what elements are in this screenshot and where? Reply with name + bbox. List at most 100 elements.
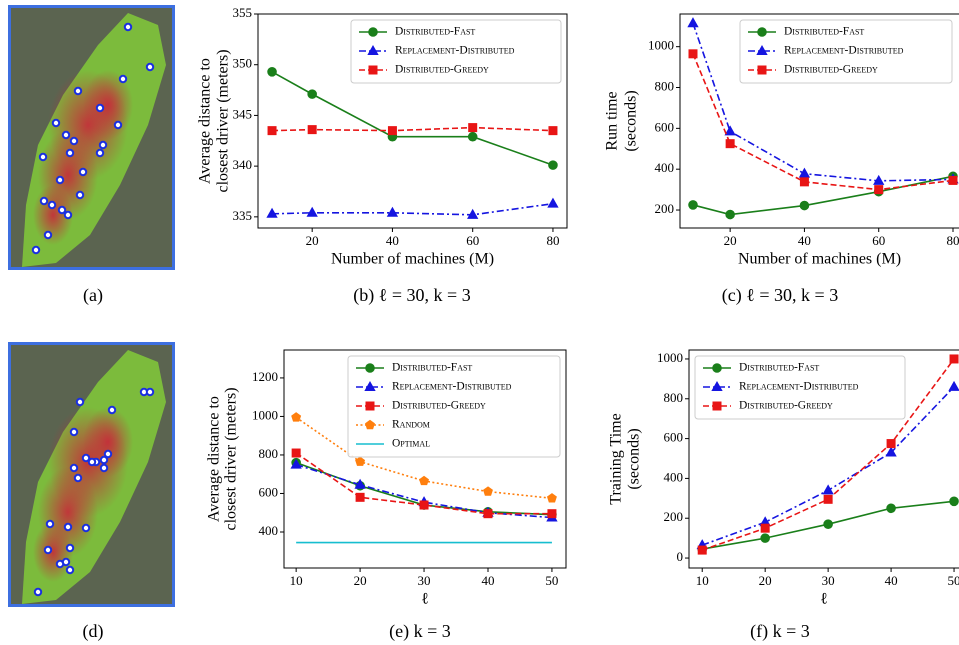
x-axis-label: ℓ	[421, 591, 429, 608]
legend-label: Replacement-Distributed	[395, 45, 515, 57]
map-point	[101, 465, 107, 471]
y-tick-label: 400	[259, 523, 279, 538]
map-point	[71, 138, 77, 144]
series-line	[693, 176, 953, 214]
legend-label: Distributed-Greedy	[739, 400, 833, 412]
map-point	[57, 561, 63, 567]
map-point	[35, 589, 41, 595]
figure: (a) (d) 33534034535035520406080Number of…	[0, 0, 959, 645]
map-point	[109, 407, 115, 413]
map-point	[97, 150, 103, 156]
marker	[484, 487, 493, 495]
x-tick-label: 60	[466, 233, 479, 248]
marker	[887, 504, 896, 513]
marker	[875, 186, 883, 194]
y-tick-label: 1200	[252, 369, 278, 384]
legend-marker	[758, 28, 767, 37]
marker	[308, 90, 317, 99]
y-tick-label: 400	[664, 469, 684, 484]
y-axis-label: Average distance to	[206, 396, 223, 522]
marker	[823, 485, 833, 494]
y-axis-label: Run time	[604, 91, 621, 150]
y-axis-label: Average distance to	[197, 58, 214, 184]
marker	[549, 161, 558, 170]
x-tick-label: 50	[545, 573, 558, 588]
x-tick-label: 10	[696, 573, 709, 588]
marker	[800, 178, 808, 186]
map-point	[147, 64, 153, 70]
legend-label: Random	[392, 419, 430, 431]
y-tick-label: 340	[233, 157, 253, 172]
caption: (d)	[83, 621, 104, 642]
legend-marker	[713, 402, 721, 410]
map-point	[75, 88, 81, 94]
y-tick-label: 800	[664, 390, 684, 405]
map-point	[40, 154, 46, 160]
map-hotspot	[83, 407, 133, 477]
y-tick-label: 1000	[657, 350, 683, 365]
y-tick-label: 355	[233, 5, 253, 20]
caption: (e) k = 3	[389, 621, 451, 642]
marker	[548, 494, 557, 502]
x-tick-label: 20	[354, 573, 367, 588]
map-point	[67, 545, 73, 551]
marker	[549, 127, 557, 135]
map-point	[47, 521, 53, 527]
marker	[548, 510, 556, 518]
marker	[887, 440, 895, 448]
chart: 33534034535035520406080Number of machine…	[197, 5, 567, 306]
y-tick-label: 400	[655, 160, 675, 175]
legend-marker	[366, 402, 374, 410]
map-point	[115, 122, 121, 128]
map-point	[67, 150, 73, 156]
marker	[356, 493, 364, 501]
legend-label: Optimal	[392, 438, 430, 450]
marker	[292, 449, 300, 457]
y-tick-label: 350	[233, 56, 253, 71]
map-point	[41, 198, 47, 204]
x-axis-label: Number of machines (M)	[738, 251, 901, 268]
map-point	[65, 524, 71, 530]
map-point	[100, 142, 106, 148]
legend-label: Distributed-Fast	[739, 362, 819, 374]
x-axis-label: Number of machines (M)	[331, 251, 494, 268]
marker	[800, 201, 809, 210]
x-tick-label: 40	[386, 233, 399, 248]
legend-label: Replacement-Distributed	[739, 381, 859, 393]
legend-label: Distributed-Greedy	[784, 64, 878, 76]
x-tick-label: 20	[306, 233, 319, 248]
marker	[420, 501, 428, 509]
marker	[824, 495, 832, 503]
map-point	[97, 105, 103, 111]
y-tick-label: 1000	[648, 38, 674, 53]
legend-marker	[369, 66, 377, 74]
marker	[356, 457, 365, 465]
map-point	[59, 207, 65, 213]
marker	[292, 413, 301, 421]
y-tick-label: 335	[233, 208, 253, 223]
marker	[420, 476, 429, 484]
map-image	[8, 5, 175, 270]
marker	[800, 169, 810, 178]
legend-marker	[369, 28, 378, 37]
y-axis-label: Training Time	[608, 413, 625, 504]
y-tick-label: 600	[655, 119, 675, 134]
marker	[726, 140, 734, 148]
y-tick-label: 1000	[252, 407, 278, 422]
x-axis-label: ℓ	[820, 591, 828, 608]
chart: 020040060080010001020304050ℓTraining Tim…	[608, 350, 959, 642]
y-tick-label: 800	[655, 78, 675, 93]
legend-label: Distributed-Fast	[784, 26, 864, 38]
marker	[548, 199, 558, 208]
marker	[950, 355, 958, 363]
legend-label: Distributed-Fast	[392, 362, 472, 374]
marker	[761, 534, 770, 543]
x-tick-label: 60	[872, 233, 885, 248]
x-tick-label: 20	[759, 573, 772, 588]
marker	[950, 497, 959, 506]
y-tick-label: 600	[259, 484, 279, 499]
caption: (c) ℓ = 30, k = 3	[722, 285, 838, 306]
legend-marker	[713, 364, 722, 373]
x-tick-label: 80	[947, 233, 959, 248]
marker	[688, 18, 698, 27]
